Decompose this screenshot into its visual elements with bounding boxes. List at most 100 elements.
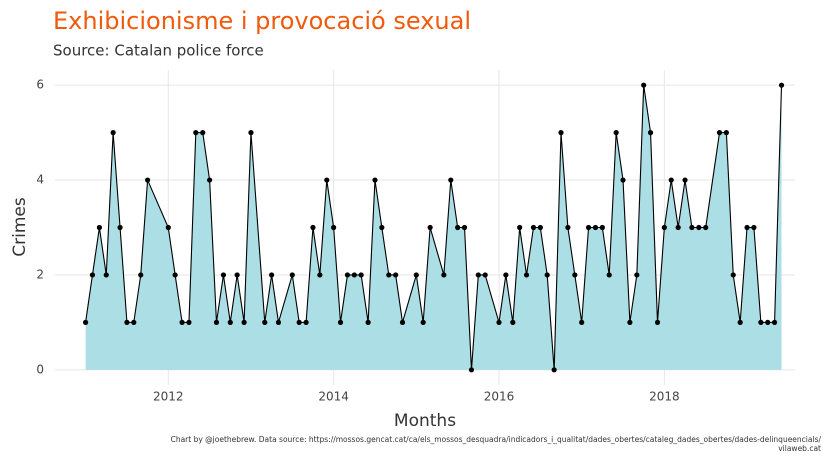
point xyxy=(117,224,123,231)
point xyxy=(641,82,647,88)
point xyxy=(165,224,171,231)
point xyxy=(517,224,523,231)
point xyxy=(689,224,695,231)
point xyxy=(89,272,96,278)
point xyxy=(393,272,399,278)
point xyxy=(634,272,640,278)
x-axis-label: Months xyxy=(394,411,456,431)
point xyxy=(661,224,667,231)
point xyxy=(296,319,302,325)
point xyxy=(413,272,419,278)
point xyxy=(420,319,426,325)
y-tick-label: 6 xyxy=(36,78,44,92)
chart-title: Exhibicionisme i provocació sexual xyxy=(53,7,471,35)
point xyxy=(248,130,254,136)
point xyxy=(599,224,605,231)
point xyxy=(613,130,619,136)
point xyxy=(572,272,578,278)
point xyxy=(179,319,185,325)
point xyxy=(544,272,550,278)
point xyxy=(303,319,309,325)
x-tick-label: 2018 xyxy=(649,390,680,404)
point xyxy=(592,224,599,231)
x-tick-label: 2016 xyxy=(484,390,515,404)
point xyxy=(241,319,247,325)
point xyxy=(351,272,357,278)
x-tick-label: 2012 xyxy=(153,390,184,404)
point xyxy=(448,177,454,183)
point xyxy=(468,367,475,373)
point xyxy=(579,319,585,325)
point xyxy=(751,224,757,231)
point xyxy=(461,224,468,231)
point xyxy=(227,319,233,325)
caption: Chart by @joethebrew. Data source: https… xyxy=(171,435,822,444)
point xyxy=(220,272,227,278)
y-tick-label: 2 xyxy=(36,267,44,281)
point xyxy=(737,319,743,325)
point xyxy=(703,224,709,231)
point xyxy=(131,319,137,325)
x-tick-label: 2014 xyxy=(318,390,349,404)
point xyxy=(365,319,371,325)
point xyxy=(427,224,433,231)
point xyxy=(172,272,178,278)
point xyxy=(778,82,785,88)
point xyxy=(496,319,502,325)
point xyxy=(289,272,295,278)
point xyxy=(627,319,633,325)
point xyxy=(234,272,240,278)
point xyxy=(193,130,199,136)
point xyxy=(654,319,661,325)
point xyxy=(510,319,516,325)
point xyxy=(200,130,206,136)
point xyxy=(771,319,778,325)
point xyxy=(207,177,213,183)
area xyxy=(85,85,782,370)
point xyxy=(585,224,592,231)
y-axis-label: Crimes xyxy=(10,197,30,257)
point xyxy=(337,319,344,325)
point xyxy=(379,224,385,231)
point xyxy=(758,319,764,325)
point xyxy=(537,224,543,231)
point xyxy=(103,272,109,278)
point xyxy=(723,130,729,136)
point xyxy=(475,272,481,278)
point xyxy=(269,272,275,278)
point xyxy=(275,319,282,325)
point xyxy=(324,177,330,183)
point xyxy=(138,272,144,278)
point xyxy=(647,130,654,136)
chart-subtitle: Source: Catalan police force xyxy=(53,42,264,60)
point xyxy=(399,319,406,325)
point xyxy=(213,319,220,325)
y-tick-label: 0 xyxy=(36,362,44,376)
point xyxy=(696,224,702,231)
point xyxy=(386,272,392,278)
point xyxy=(482,272,488,278)
point xyxy=(317,272,323,278)
point xyxy=(565,224,571,231)
point xyxy=(372,177,378,183)
point xyxy=(682,177,688,183)
point xyxy=(558,130,564,136)
point xyxy=(744,224,750,231)
point xyxy=(668,177,674,183)
point xyxy=(503,272,509,278)
caption: vilaweb.cat xyxy=(778,444,821,453)
point xyxy=(523,272,530,278)
point xyxy=(262,319,268,325)
point xyxy=(530,224,537,231)
point xyxy=(765,319,771,325)
point xyxy=(124,319,130,325)
point xyxy=(358,272,364,278)
point xyxy=(675,224,681,231)
point xyxy=(145,177,151,183)
line xyxy=(85,85,783,370)
point xyxy=(606,272,612,278)
point xyxy=(96,224,102,231)
y-tick-label: 4 xyxy=(36,173,44,187)
